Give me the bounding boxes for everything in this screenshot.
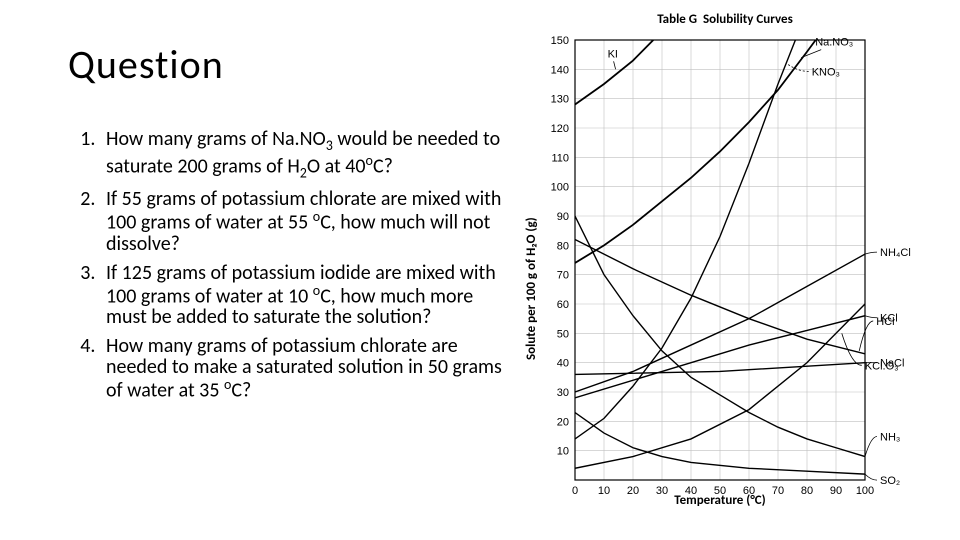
svg-text:120: 120	[551, 123, 569, 135]
svg-text:110: 110	[551, 152, 569, 164]
chart-title: Table G Solubility Curves	[520, 12, 930, 27]
svg-text:KCl: KCl	[880, 313, 898, 325]
svg-text:SO₂: SO₂	[880, 475, 900, 487]
svg-text:20: 20	[557, 416, 569, 428]
svg-text:60: 60	[557, 299, 569, 311]
svg-text:KI: KI	[608, 48, 618, 60]
svg-text:NH₄Cl: NH₄Cl	[880, 247, 911, 259]
svg-text:70: 70	[557, 270, 569, 282]
question-item: If 55 grams of potassium chlorate are mi…	[100, 189, 510, 255]
page-title: Question	[68, 40, 510, 89]
question-item: If 125 grams of potassium iodide are mix…	[100, 263, 510, 329]
svg-text:130: 130	[551, 94, 569, 106]
svg-text:90: 90	[557, 211, 569, 223]
svg-text:30: 30	[557, 387, 569, 399]
svg-text:140: 140	[551, 64, 569, 76]
question-panel: Question How many grams of Na.NO3 would …	[0, 0, 520, 540]
svg-text:150: 150	[551, 35, 569, 47]
svg-text:Na.NO₃: Na.NO₃	[815, 37, 853, 49]
svg-text:80: 80	[557, 240, 569, 252]
svg-text:NH₃: NH₃	[880, 432, 900, 444]
svg-text:10: 10	[557, 446, 569, 458]
chart-panel: Table G Solubility Curves Solute per 100…	[520, 0, 960, 540]
question-item: How many grams of Na.NO3 would be needed…	[100, 129, 510, 181]
question-item: How many grams of potassium chlorate are…	[100, 336, 510, 402]
x-axis-label: Temperature (°C)	[520, 493, 920, 508]
svg-text:100: 100	[551, 182, 569, 194]
svg-text:40: 40	[557, 358, 569, 370]
y-axis-label: Solute per 100 g of H₂O (g)	[524, 217, 539, 360]
svg-text:KNO₃: KNO₃	[812, 66, 840, 78]
svg-text:50: 50	[557, 328, 569, 340]
question-list: How many grams of Na.NO3 would be needed…	[60, 129, 510, 402]
solubility-chart: 0102030405060708090100102030405060708090…	[520, 30, 950, 500]
svg-text:KCl.O₃: KCl.O₃	[865, 360, 899, 372]
